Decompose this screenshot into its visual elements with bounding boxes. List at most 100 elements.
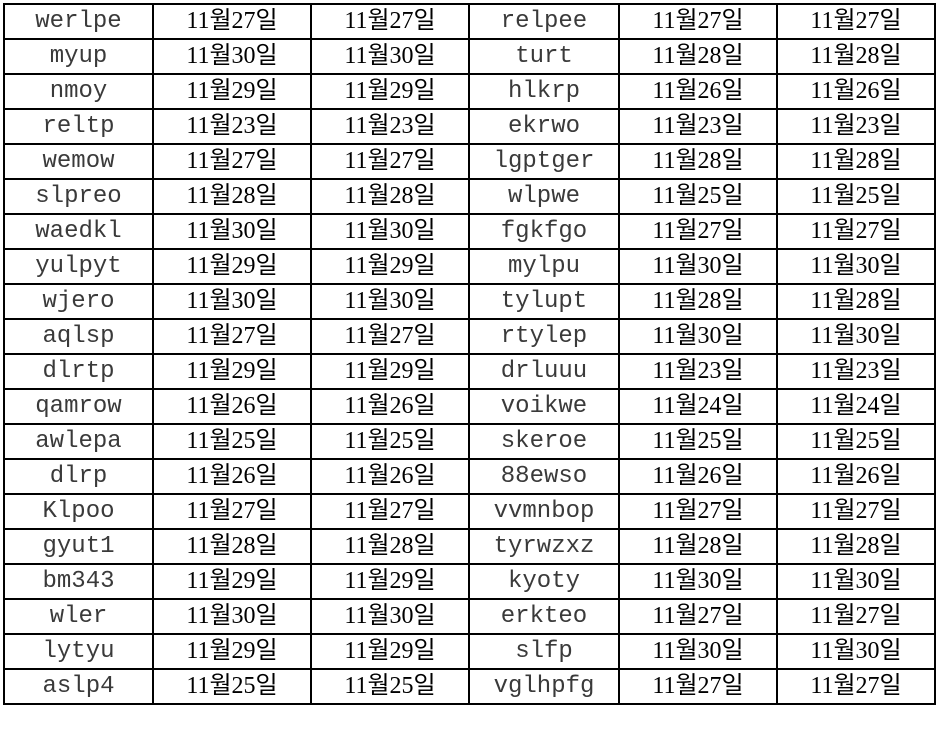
date-cell[interactable]: 11월27일 [310, 318, 470, 355]
date-cell[interactable]: 11월28일 [776, 143, 936, 180]
date-cell[interactable]: 11월30일 [152, 283, 312, 320]
name-cell[interactable]: wemow [3, 143, 154, 180]
name-cell[interactable]: lytyu [3, 633, 154, 670]
date-cell[interactable]: 11월26일 [776, 73, 936, 110]
name-cell[interactable]: nmoy [3, 73, 154, 110]
date-cell[interactable]: 11월25일 [776, 423, 936, 460]
name-cell[interactable]: turt [468, 38, 620, 75]
date-cell[interactable]: 11월29일 [310, 633, 470, 670]
date-cell[interactable]: 11월27일 [310, 143, 470, 180]
date-cell[interactable]: 11월30일 [310, 598, 470, 635]
date-cell[interactable]: 11월23일 [310, 108, 470, 145]
name-cell[interactable]: myup [3, 38, 154, 75]
date-cell[interactable]: 11월30일 [776, 633, 936, 670]
date-cell[interactable]: 11월26일 [310, 458, 470, 495]
date-cell[interactable]: 11월25일 [152, 668, 312, 705]
date-cell[interactable]: 11월25일 [776, 178, 936, 215]
date-cell[interactable]: 11월30일 [310, 213, 470, 250]
name-cell[interactable]: kyoty [468, 563, 620, 600]
name-cell[interactable]: wjero [3, 283, 154, 320]
date-cell[interactable]: 11월28일 [310, 528, 470, 565]
date-cell[interactable]: 11월27일 [618, 493, 778, 530]
name-cell[interactable]: Klpoo [3, 493, 154, 530]
name-cell[interactable]: hlkrp [468, 73, 620, 110]
date-cell[interactable]: 11월23일 [618, 108, 778, 145]
date-cell[interactable]: 11월27일 [152, 143, 312, 180]
name-cell[interactable]: werlpe [3, 3, 154, 40]
date-cell[interactable]: 11월25일 [618, 178, 778, 215]
date-cell[interactable]: 11월27일 [618, 598, 778, 635]
date-cell[interactable]: 11월30일 [618, 318, 778, 355]
name-cell[interactable]: 88ewso [468, 458, 620, 495]
date-cell[interactable]: 11월27일 [152, 318, 312, 355]
name-cell[interactable]: vvmnbop [468, 493, 620, 530]
name-cell[interactable]: dlrp [3, 458, 154, 495]
name-cell[interactable]: waedkl [3, 213, 154, 250]
date-cell[interactable]: 11월29일 [310, 73, 470, 110]
date-cell[interactable]: 11월30일 [618, 633, 778, 670]
date-cell[interactable]: 11월29일 [152, 73, 312, 110]
date-cell[interactable]: 11월27일 [776, 598, 936, 635]
date-cell[interactable]: 11월30일 [618, 248, 778, 285]
date-cell[interactable]: 11월27일 [152, 493, 312, 530]
name-cell[interactable]: skeroe [468, 423, 620, 460]
date-cell[interactable]: 11월23일 [776, 108, 936, 145]
date-cell[interactable]: 11월30일 [152, 38, 312, 75]
date-cell[interactable]: 11월25일 [152, 423, 312, 460]
date-cell[interactable]: 11월26일 [618, 458, 778, 495]
date-cell[interactable]: 11월28일 [152, 528, 312, 565]
date-cell[interactable]: 11월30일 [776, 318, 936, 355]
date-cell[interactable]: 11월28일 [776, 283, 936, 320]
name-cell[interactable]: voikwe [468, 388, 620, 425]
date-cell[interactable]: 11월27일 [776, 493, 936, 530]
date-cell[interactable]: 11월27일 [310, 493, 470, 530]
date-cell[interactable]: 11월27일 [310, 3, 470, 40]
name-cell[interactable]: lgptger [468, 143, 620, 180]
date-cell[interactable]: 11월29일 [152, 563, 312, 600]
date-cell[interactable]: 11월27일 [152, 3, 312, 40]
name-cell[interactable]: mylpu [468, 248, 620, 285]
name-cell[interactable]: bm343 [3, 563, 154, 600]
name-cell[interactable]: vglhpfg [468, 668, 620, 705]
date-cell[interactable]: 11월25일 [310, 423, 470, 460]
date-cell[interactable]: 11월28일 [618, 528, 778, 565]
name-cell[interactable]: dlrtp [3, 353, 154, 390]
date-cell[interactable]: 11월29일 [152, 633, 312, 670]
date-cell[interactable]: 11월30일 [152, 598, 312, 635]
date-cell[interactable]: 11월29일 [152, 248, 312, 285]
name-cell[interactable]: slfp [468, 633, 620, 670]
date-cell[interactable]: 11월30일 [618, 563, 778, 600]
name-cell[interactable]: yulpyt [3, 248, 154, 285]
name-cell[interactable]: tyrwzxz [468, 528, 620, 565]
date-cell[interactable]: 11월26일 [152, 388, 312, 425]
date-cell[interactable]: 11월24일 [618, 388, 778, 425]
date-cell[interactable]: 11월28일 [776, 528, 936, 565]
date-cell[interactable]: 11월28일 [618, 143, 778, 180]
name-cell[interactable]: aslp4 [3, 668, 154, 705]
date-cell[interactable]: 11월26일 [776, 458, 936, 495]
date-cell[interactable]: 11월24일 [776, 388, 936, 425]
date-cell[interactable]: 11월29일 [152, 353, 312, 390]
date-cell[interactable]: 11월27일 [618, 3, 778, 40]
name-cell[interactable]: reltp [3, 108, 154, 145]
date-cell[interactable]: 11월26일 [310, 388, 470, 425]
date-cell[interactable]: 11월30일 [310, 283, 470, 320]
name-cell[interactable]: wlpwe [468, 178, 620, 215]
date-cell[interactable]: 11월27일 [618, 668, 778, 705]
date-cell[interactable]: 11월26일 [152, 458, 312, 495]
date-cell[interactable]: 11월29일 [310, 563, 470, 600]
date-cell[interactable]: 11월25일 [618, 423, 778, 460]
name-cell[interactable]: tylupt [468, 283, 620, 320]
date-cell[interactable]: 11월30일 [776, 563, 936, 600]
name-cell[interactable]: ekrwo [468, 108, 620, 145]
date-cell[interactable]: 11월30일 [310, 38, 470, 75]
name-cell[interactable]: erkteo [468, 598, 620, 635]
date-cell[interactable]: 11월29일 [310, 353, 470, 390]
date-cell[interactable]: 11월27일 [618, 213, 778, 250]
date-cell[interactable]: 11월28일 [152, 178, 312, 215]
name-cell[interactable]: drluuu [468, 353, 620, 390]
name-cell[interactable]: relpee [468, 3, 620, 40]
date-cell[interactable]: 11월23일 [776, 353, 936, 390]
name-cell[interactable]: rtylep [468, 318, 620, 355]
name-cell[interactable]: wler [3, 598, 154, 635]
